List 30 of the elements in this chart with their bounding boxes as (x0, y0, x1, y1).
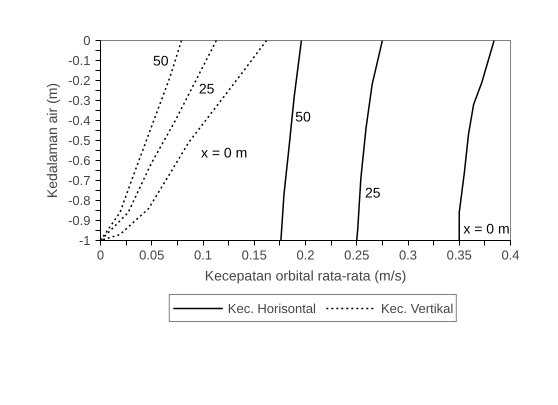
x-tick-label: 0.35 (446, 248, 472, 262)
legend-label: Kec. Horisontal (228, 300, 316, 316)
y-tick-label: -0.7 (68, 173, 91, 188)
x-tick-label: 0.05 (139, 248, 164, 262)
annotation: 25 (364, 184, 381, 200)
y-tick-label: -0.9 (68, 213, 91, 228)
y-tick-label: -0.1 (68, 53, 91, 68)
annotation: x = 0 m (463, 220, 510, 236)
x-tick-label: 0.15 (242, 248, 267, 262)
x-tick-label: 0.1 (194, 248, 212, 262)
y-tick-label: -0.4 (68, 113, 91, 128)
y-tick-label: -0.2 (68, 73, 91, 88)
y-tick-label: -0.5 (68, 133, 91, 148)
y-tick-label: -0.8 (68, 193, 91, 208)
legend-label: Kec. Vertikal (380, 300, 454, 316)
y-tick-label: -0.3 (68, 93, 91, 108)
annotation: x = 0 m (200, 144, 248, 160)
annotation: 50 (152, 52, 169, 68)
y-tick-label: -1 (78, 233, 91, 248)
y-tick-label: 0 (83, 33, 91, 48)
x-tick-label: 0.25 (344, 248, 370, 262)
y-axis-title: Kedalaman air (m) (44, 82, 60, 198)
y-tick-label: -0.6 (68, 153, 91, 168)
annotation: 50 (295, 108, 312, 124)
annotation: 25 (198, 80, 215, 96)
x-tick-label: 0 (96, 248, 104, 262)
x-tick-label: 0.4 (501, 248, 520, 262)
x-tick-label: 0.2 (296, 248, 315, 262)
x-tick-label: 0.3 (398, 248, 418, 262)
x-axis-title: Kecepatan orbital rata-rata (m/s) (204, 268, 406, 284)
